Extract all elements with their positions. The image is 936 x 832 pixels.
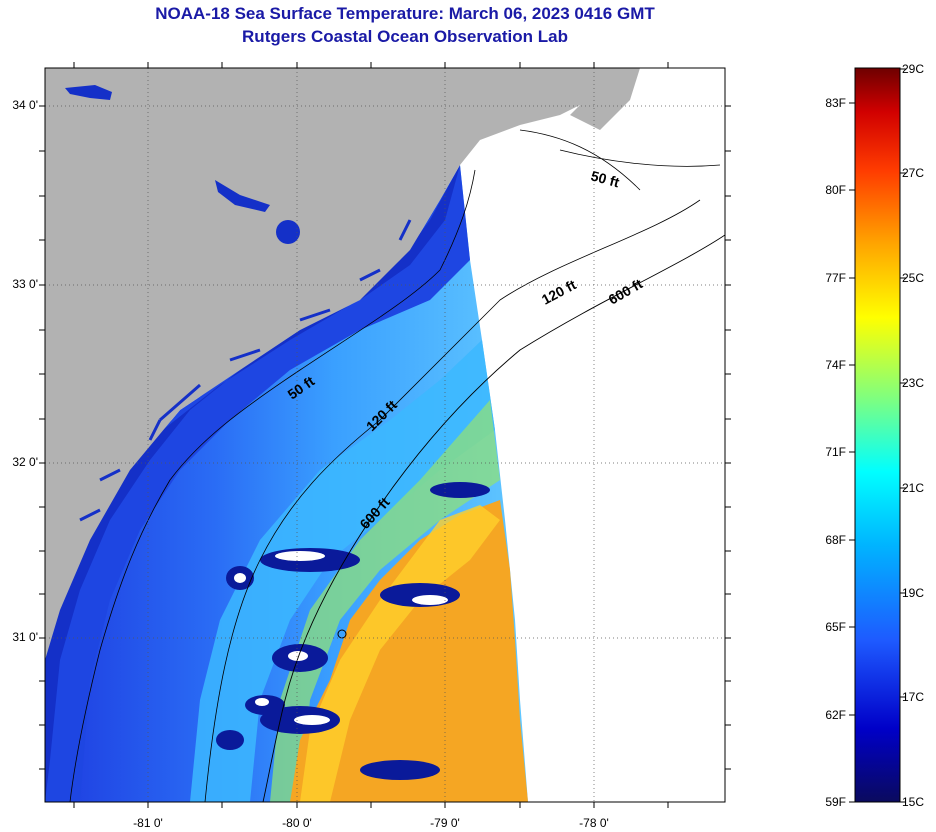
map-subtitle: Rutgers Coastal Ocean Observation Lab — [242, 27, 568, 46]
land-mass — [45, 68, 605, 660]
map-area — [45, 68, 725, 802]
latitude-label: 32 0' — [12, 455, 38, 469]
colorbar-fahrenheit-label: 80F — [825, 183, 846, 197]
estuary-lines — [79, 219, 412, 522]
inland-lake — [65, 85, 112, 100]
colorbar-celsius-label: 15C — [902, 795, 925, 809]
latitude-label: 34 0' — [12, 98, 38, 112]
colorbar-celsius-label: 23C — [902, 376, 925, 390]
colorbar-ticks — [849, 68, 906, 803]
colorbar-fahrenheit-label: 77F — [825, 271, 846, 285]
longitude-label: -78 0' — [579, 816, 609, 830]
contour-600ft-line — [262, 234, 725, 802]
colorbar-celsius-label: 29C — [902, 62, 925, 76]
colorbar-celsius-label: 27C — [902, 166, 925, 180]
map-frame — [44, 67, 726, 803]
colorbar-fahrenheit-label: 71F — [825, 445, 846, 459]
shelf-green-water — [270, 400, 500, 802]
colorbar-celsius-label: 17C — [902, 690, 925, 704]
contour-label-50ft: 50 ft — [589, 167, 621, 190]
map-title: NOAA-18 Sea Surface Temperature: March 0… — [155, 4, 655, 23]
axis-ticks — [39, 62, 731, 808]
colorbar-fahrenheit-label: 59F — [825, 795, 846, 809]
contour-50ft-line — [69, 169, 476, 802]
inland-lake — [215, 180, 270, 212]
colorbar-fahrenheit-label: 65F — [825, 620, 846, 634]
colorbar-fahrenheit-label: 74F — [825, 358, 846, 372]
gulf-stream-yellow-edge — [300, 505, 500, 802]
contour-120ft-line — [204, 199, 701, 802]
inland-lake — [276, 220, 300, 244]
colorbar-celsius-label: 19C — [902, 586, 925, 600]
graticule — [45, 68, 725, 802]
mid-shelf-water — [190, 340, 495, 802]
longitude-label: -81 0' — [133, 816, 163, 830]
latitude-label: 33 0' — [12, 277, 38, 291]
coastal-cold-water — [45, 165, 470, 802]
latitude-label: 31 0' — [12, 630, 38, 644]
colorbar-fahrenheit-label: 62F — [825, 708, 846, 722]
colorbar-fahrenheit-label: 83F — [825, 96, 846, 110]
coastal-land-outline-north — [570, 68, 640, 130]
nearshore-dark-water — [45, 165, 460, 802]
gulf-stream-warm-water — [290, 500, 528, 802]
colorbar-celsius-label: 21C — [902, 481, 925, 495]
longitude-label: -80 0' — [282, 816, 312, 830]
coastline-outline — [519, 129, 721, 191]
colorbar-celsius-label: 25C — [902, 271, 925, 285]
colorbar-fahrenheit-label: 68F — [825, 533, 846, 547]
longitude-label: -79 0' — [430, 816, 460, 830]
colorbar — [854, 67, 901, 803]
cloud-patches — [216, 482, 490, 780]
